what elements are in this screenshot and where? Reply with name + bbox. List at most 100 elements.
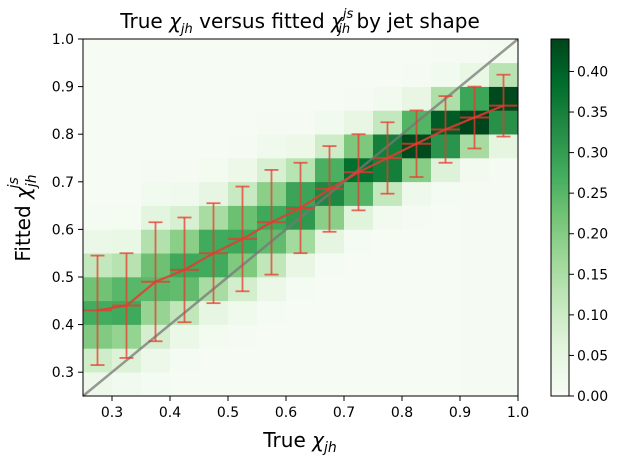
x-axis-label: True χjh [262,428,336,455]
heatmap-cell [199,134,229,159]
heatmap-cell [286,39,316,64]
heatmap-cell [141,348,171,373]
heatmap-cell [199,39,229,64]
heatmap-cell [489,181,519,206]
heatmap-cell [373,62,403,87]
heatmap-cell [112,110,142,135]
heatmap-cell [257,86,287,111]
heatmap-cell [199,348,229,373]
y-axis-label: Fitted χjhjs [6,174,40,261]
heatmap-cell [460,181,490,206]
heatmap-cell [373,39,403,64]
heatmap-cell [199,181,229,206]
heatmap-cell [460,277,490,302]
x-tick-label: 0.6 [275,405,297,421]
heatmap-cell [83,205,113,230]
heatmap-cell [402,300,432,325]
heatmap-cell [315,110,345,135]
colorbar-tick-label: 0.25 [577,186,608,202]
heatmap-cell [489,277,519,302]
heatmap-cell [257,110,287,135]
heatmap-cell [460,348,490,373]
heatmap-cell [315,39,345,64]
y-tick-label: 1.0 [52,32,74,48]
heatmap-cell [228,110,258,135]
heatmap-cell [344,300,374,325]
heatmap-cell [315,372,345,397]
heatmap-cell [170,324,200,349]
heatmap-cell [344,348,374,373]
heatmap-cell [83,229,113,254]
heatmap-cell [489,253,519,278]
heatmap-cell [141,86,171,111]
heatmap-cell [83,158,113,183]
heatmap-cell [402,62,432,87]
heatmap-cell [315,86,345,111]
heatmap-cell [315,324,345,349]
heatmap-cell [141,110,171,135]
heatmap-cell [286,300,316,325]
heatmap-cell [112,181,142,206]
heatmap-cell [257,39,287,64]
heatmap-cell [315,229,345,254]
heatmap-cell [228,134,258,159]
heatmap-cell [112,39,142,64]
colorbar-ticks: 0.00 0.05 0.10 0.15 0.20 0.25 0.30 0.35 0.40 [569,64,608,405]
heatmap-cell [431,348,461,373]
colorbar [550,38,570,397]
heatmap-cell [257,277,287,302]
heatmap-cell [489,229,519,254]
heatmap-cell [489,300,519,325]
chart-title: True χjh versus fitted χjs jh by jet shap… [119,7,480,37]
heatmap-cell [402,205,432,230]
y-tick-label: 0.9 [52,80,74,96]
heatmap-cell [402,253,432,278]
heatmap-cell [257,300,287,325]
heatmap-cell [83,134,113,159]
heatmap-cell [199,300,229,325]
x-tick-label: 1.0 [507,405,529,421]
heatmap-cell [257,324,287,349]
heatmap-cell [228,324,258,349]
heatmap-cell [315,253,345,278]
heatmap-cell [431,62,461,87]
heatmap-cell [373,372,403,397]
heatmap-cell [344,253,374,278]
heatmap-cell [112,372,142,397]
heatmap-cell [170,372,200,397]
heatmap-cell [170,348,200,373]
heatmap-cell [431,300,461,325]
heatmap-cell [431,205,461,230]
heatmap-cell [170,39,200,64]
x-tick-label: 0.9 [449,405,471,421]
heatmap-cell [344,62,374,87]
heatmap-cell [286,86,316,111]
heatmap-cell [402,229,432,254]
y-tick-label: 0.3 [52,365,74,381]
heatmap-cell [199,158,229,183]
heatmap-cell [170,110,200,135]
heatmap-cell [402,86,432,111]
heatmap-cell [489,324,519,349]
heatmap-cell [141,158,171,183]
heatmap-cell [489,134,519,159]
heatmap-cell [431,277,461,302]
heatmap-cell [373,205,403,230]
heatmap-cell [286,110,316,135]
heatmap-cell [83,62,113,87]
heatmap-cell [373,300,403,325]
heatmap-cell [489,205,519,230]
heatmap-cell [431,181,461,206]
colorbar-tick-label: 0.15 [577,267,608,283]
x-tick-label: 0.3 [101,405,123,421]
x-axis-ticks: 0.3 0.4 0.5 0.6 0.7 0.8 0.9 1.0 [101,396,529,421]
heatmap-cell [257,62,287,87]
heatmap-cell [402,181,432,206]
heatmap-cell [431,324,461,349]
y-tick-label: 0.7 [52,175,74,191]
heatmap-cell [460,253,490,278]
heatmap-cell [228,348,258,373]
heatmap-cell [112,205,142,230]
colorbar-tick-label: 0.20 [577,227,608,243]
